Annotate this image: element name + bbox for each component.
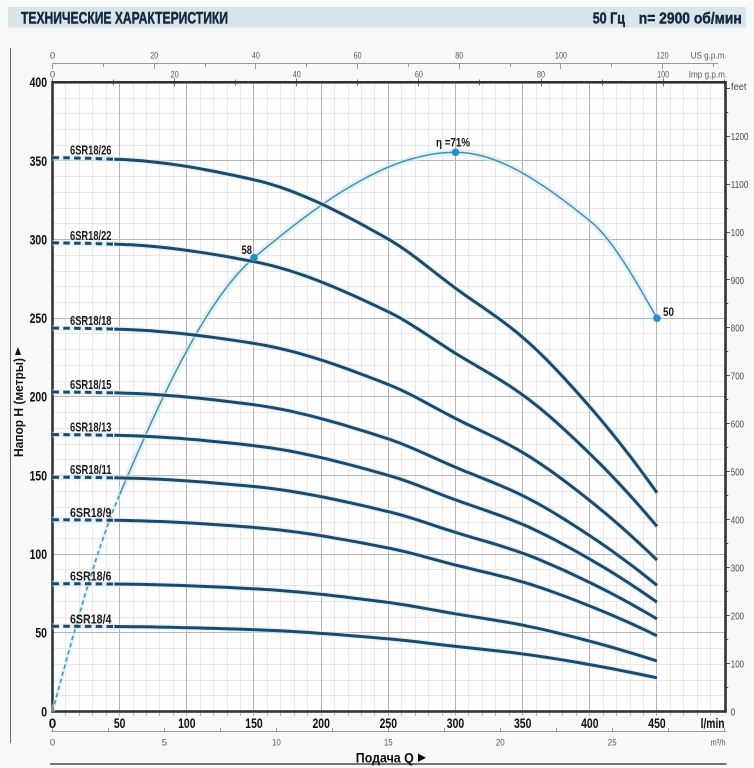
svg-text:400: 400 xyxy=(581,716,598,731)
svg-text:η =71%: η =71% xyxy=(436,138,470,150)
svg-text:6SR18/13: 6SR18/13 xyxy=(70,421,112,435)
svg-text:100: 100 xyxy=(731,659,745,670)
svg-text:400: 400 xyxy=(30,75,47,90)
svg-text:6SR18/4: 6SR18/4 xyxy=(70,612,112,626)
svg-text:feet: feet xyxy=(731,82,747,93)
svg-text:58: 58 xyxy=(242,245,253,257)
svg-text:0: 0 xyxy=(49,716,57,731)
svg-text:6SR18/18: 6SR18/18 xyxy=(70,314,112,328)
svg-text:0: 0 xyxy=(41,704,47,719)
svg-text:200: 200 xyxy=(731,611,745,622)
svg-text:100: 100 xyxy=(657,70,669,81)
svg-text:60: 60 xyxy=(415,70,423,81)
svg-text:m³/h: m³/h xyxy=(711,738,726,749)
svg-text:1200: 1200 xyxy=(731,132,749,143)
svg-text:500: 500 xyxy=(731,468,745,479)
svg-text:US g.p.m.: US g.p.m. xyxy=(691,51,727,62)
svg-text:450: 450 xyxy=(648,716,665,731)
svg-text:0: 0 xyxy=(50,70,55,81)
svg-text:80: 80 xyxy=(537,70,545,81)
svg-text:700: 700 xyxy=(731,372,745,383)
svg-text:6SR18/6: 6SR18/6 xyxy=(70,570,112,584)
svg-text:1100: 1100 xyxy=(731,180,749,191)
svg-text:50 Гц: 50 Гц xyxy=(593,11,626,28)
svg-text:6SR18/15: 6SR18/15 xyxy=(70,378,112,392)
svg-text:150: 150 xyxy=(245,716,262,731)
svg-text:50: 50 xyxy=(35,626,47,641)
svg-text:0: 0 xyxy=(50,51,55,62)
svg-text:400: 400 xyxy=(731,516,745,527)
svg-text:200: 200 xyxy=(313,716,330,731)
svg-text:100: 100 xyxy=(731,228,745,239)
svg-text:Подача Q: Подача Q xyxy=(356,751,414,766)
svg-text:900: 900 xyxy=(731,276,745,287)
svg-text:20: 20 xyxy=(496,738,505,749)
svg-text:50: 50 xyxy=(663,307,674,319)
svg-text:6SR18/9: 6SR18/9 xyxy=(70,506,112,520)
svg-text:ТЕХНИЧЕСКИЕ ХАРАКТЕРИСТИКИ: ТЕХНИЧЕСКИЕ ХАРАКТЕРИСТИКИ xyxy=(21,10,228,28)
svg-text:800: 800 xyxy=(731,324,745,335)
svg-text:40: 40 xyxy=(293,70,301,81)
svg-text:25: 25 xyxy=(608,738,617,749)
svg-text:300: 300 xyxy=(30,232,47,247)
svg-text:20: 20 xyxy=(171,70,179,81)
svg-text:5: 5 xyxy=(162,738,167,749)
svg-text:10: 10 xyxy=(272,738,281,749)
svg-text:350: 350 xyxy=(514,716,531,731)
svg-text:350: 350 xyxy=(30,154,47,169)
svg-text:l/min: l/min xyxy=(701,716,725,731)
svg-text:6SR18/22: 6SR18/22 xyxy=(70,229,112,243)
svg-text:6SR18/11: 6SR18/11 xyxy=(70,463,112,477)
svg-text:Напор H (метры): Напор H (метры) xyxy=(11,358,26,457)
svg-text:15: 15 xyxy=(384,738,393,749)
svg-text:100: 100 xyxy=(178,716,195,731)
svg-text:60: 60 xyxy=(354,51,362,62)
svg-text:6SR18/26: 6SR18/26 xyxy=(70,144,112,158)
svg-text:20: 20 xyxy=(150,51,158,62)
svg-text:300: 300 xyxy=(447,716,464,731)
svg-text:200: 200 xyxy=(30,390,47,405)
svg-text:250: 250 xyxy=(380,716,397,731)
svg-text:600: 600 xyxy=(731,420,745,431)
svg-text:120: 120 xyxy=(657,51,669,62)
svg-text:250: 250 xyxy=(30,311,47,326)
svg-text:150: 150 xyxy=(30,468,47,483)
svg-text:Imp g.p.m.: Imp g.p.m. xyxy=(689,70,728,81)
svg-text:n= 2900 об/мин: n= 2900 об/мин xyxy=(639,11,742,28)
svg-text:80: 80 xyxy=(455,51,463,62)
svg-text:300: 300 xyxy=(731,564,745,575)
svg-text:50: 50 xyxy=(114,716,126,731)
svg-text:40: 40 xyxy=(252,51,260,62)
svg-text:100: 100 xyxy=(30,547,47,562)
svg-text:100: 100 xyxy=(555,51,567,62)
svg-text:0: 0 xyxy=(731,707,736,718)
svg-text:0: 0 xyxy=(50,738,55,749)
